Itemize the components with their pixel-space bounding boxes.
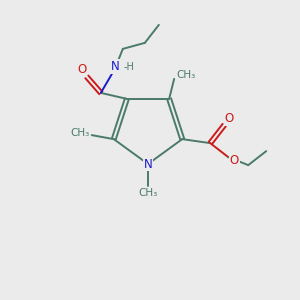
Text: CH₃: CH₃ bbox=[70, 128, 89, 138]
Text: O: O bbox=[230, 154, 239, 166]
Text: O: O bbox=[77, 63, 86, 76]
Text: CH₃: CH₃ bbox=[176, 70, 196, 80]
Text: N: N bbox=[144, 158, 152, 170]
Text: CH₃: CH₃ bbox=[138, 188, 158, 198]
Text: -H: -H bbox=[124, 62, 135, 72]
Text: N: N bbox=[110, 60, 119, 74]
Text: O: O bbox=[225, 112, 234, 124]
